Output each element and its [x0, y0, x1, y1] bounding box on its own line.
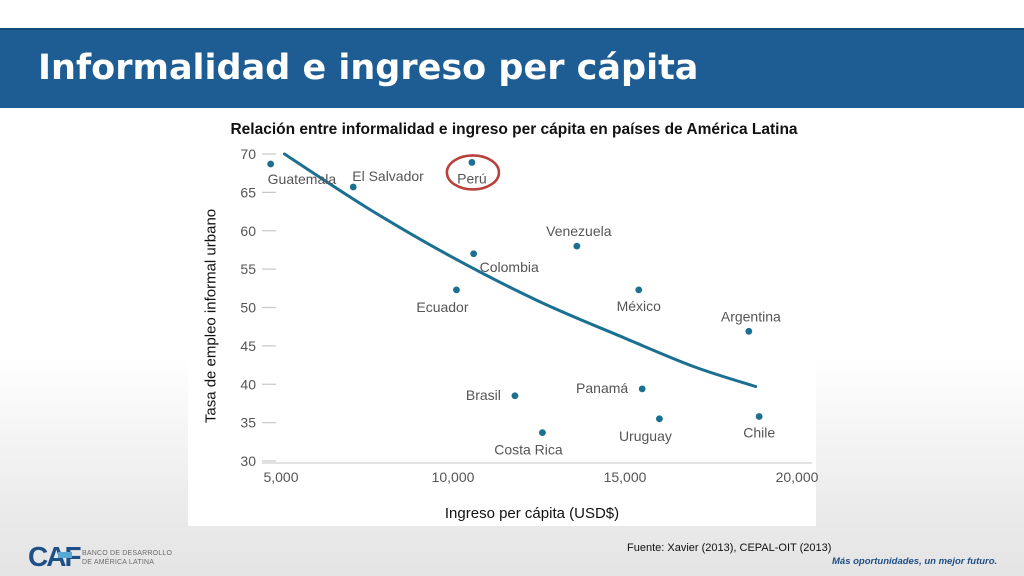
point-label: Argentina: [721, 308, 781, 324]
caf-logo: CAF: [28, 542, 83, 570]
data-point: [349, 183, 357, 191]
x-tick-label: 10,000: [432, 469, 475, 485]
point-label: Perú: [457, 170, 487, 186]
logo-text: BANCO DE DESARROLLO DE AMÉRICA LATINA: [82, 549, 172, 567]
logo-line-1: BANCO DE DESARROLLO: [82, 550, 173, 557]
y-tick-label: 50: [240, 300, 256, 316]
data-point: [267, 160, 275, 168]
data-point: [453, 286, 460, 294]
source-note: Fuente: Xavier (2013), CEPAL-OIT (2013): [627, 542, 832, 554]
point-label: Ecuador: [416, 299, 468, 315]
point-label: México: [617, 298, 662, 314]
y-axis: 30 35 40 45 50 55 60 65 70: [240, 146, 276, 469]
caf-logo-mark: CAF: [28, 542, 81, 570]
point-label: Guatemala: [268, 171, 337, 187]
top-strip: [0, 0, 1024, 28]
data-point: [745, 327, 753, 335]
point-label: Panamá: [576, 380, 628, 396]
x-tick-label: 5,000: [263, 469, 298, 485]
data-point: [468, 159, 476, 166]
y-tick-label: 30: [240, 453, 256, 469]
point-label: Venezuela: [546, 223, 612, 239]
chart-panel: [188, 140, 816, 526]
y-tick-label: 55: [240, 261, 256, 277]
y-tick-label: 40: [240, 376, 256, 392]
data-point: [635, 286, 643, 294]
trendline-group: [282, 152, 758, 389]
y-tick-label: 70: [240, 146, 256, 162]
data-point: [638, 385, 646, 393]
point-label: Costa Rica: [494, 442, 563, 458]
title-banner: [0, 28, 1024, 108]
slogan: Más oportunidades, un mejor futuro.: [832, 556, 998, 567]
point-label: Uruguay: [619, 428, 672, 444]
data-point: [656, 415, 663, 423]
x-tick-label: 20,000: [776, 469, 819, 485]
data-point: [470, 250, 478, 258]
data-point: [511, 392, 519, 400]
point-label: El Salvador: [352, 168, 424, 184]
trendline: [282, 152, 758, 389]
y-tick-label: 35: [240, 415, 256, 431]
slide-title: Informalidad e ingreso per cápita: [38, 48, 699, 88]
data-points-group: Guatemala El Salvador Perú Colombia Ecuador V…: [267, 154, 781, 458]
y-tick-label: 65: [240, 184, 256, 200]
data-point: [539, 429, 546, 437]
y-tick-label: 60: [240, 223, 256, 239]
x-axis: 5,000 10,000 15,000 20,000: [262, 462, 819, 485]
chart-title: Relación entre informalidad e ingreso pe…: [230, 121, 798, 138]
y-axis-label: Tasa de empleo informal urbano: [202, 208, 220, 424]
x-axis-label: Ingreso per cápita (USD$): [444, 505, 620, 522]
logo-line-2: DE AMÉRICA LATINA: [82, 559, 155, 566]
data-point: [755, 413, 763, 420]
point-label: Brasil: [466, 387, 501, 403]
point-label: Chile: [743, 424, 775, 440]
data-point: [573, 242, 581, 250]
x-tick-label: 15,000: [604, 469, 647, 485]
highlight-circle: [445, 154, 501, 191]
point-label: Colombia: [480, 259, 539, 275]
y-tick-label: 45: [240, 338, 256, 354]
